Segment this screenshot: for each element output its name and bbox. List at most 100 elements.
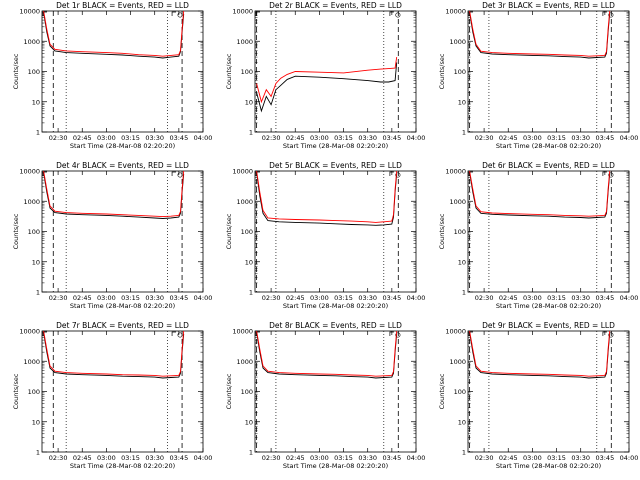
x-tick-label: 02:45 <box>73 294 92 302</box>
y-tick-label: 1 <box>249 449 253 457</box>
x-tick-label: 02:30 <box>262 294 281 302</box>
corner-bracket <box>468 331 473 336</box>
y-tick-label: 10000 <box>19 8 40 16</box>
plot-title: Det 6r BLACK = Events, RED = LLD <box>482 161 615 170</box>
x-tick-label: 04:00 <box>407 134 426 142</box>
y-tick-label: 100 <box>241 228 253 236</box>
series-line-lld <box>256 330 398 377</box>
y-tick-label: 10000 <box>232 328 253 336</box>
marker-s-symbol <box>395 172 401 178</box>
x-tick-label: 03:15 <box>334 454 353 462</box>
marker-s-symbol <box>177 332 183 338</box>
x-tick-label: 03:15 <box>121 294 140 302</box>
corner-bracket <box>602 171 607 176</box>
series-line-lld <box>43 330 185 377</box>
series-line-events <box>469 172 611 219</box>
x-tick-label: 03:45 <box>595 454 614 462</box>
corner-bracket <box>468 171 473 176</box>
y-tick-label: 10000 <box>19 328 40 336</box>
x-tick-label: 03:00 <box>97 134 116 142</box>
y-tick-label: 1 <box>36 449 40 457</box>
y-axis-label: Counts/sec <box>12 53 20 89</box>
corner-bracket <box>255 331 260 336</box>
corner-bracket <box>389 171 394 176</box>
series-line-lld <box>469 170 611 217</box>
marker-s-symbol <box>395 12 401 18</box>
plot-title: Det 9r BLACK = Events, RED = LLD <box>482 321 615 330</box>
y-tick-label: 10000 <box>445 8 466 16</box>
y-tick-label: 1 <box>462 289 466 297</box>
series-line-lld <box>43 170 185 218</box>
x-tick-label: 02:45 <box>286 294 305 302</box>
plot-title: Det 4r BLACK = Events, RED = LLD <box>56 161 189 170</box>
x-tick-label: 03:30 <box>358 134 377 142</box>
y-tick-label: 10 <box>245 98 253 106</box>
x-tick-label: 02:30 <box>475 294 494 302</box>
x-tick-label: 03:30 <box>358 294 377 302</box>
y-axis-label: Counts/sec <box>438 373 446 409</box>
x-tick-label: 04:00 <box>620 294 639 302</box>
series-line-events <box>256 62 398 113</box>
x-tick-label: 03:30 <box>145 294 164 302</box>
x-axis-label: Start Time (28-Mar-08 02:20:20) <box>496 462 601 470</box>
plot-title: Det 5r BLACK = Events, RED = LLD <box>269 161 402 170</box>
detector-plot-7: Det 7r BLACK = Events, RED = LLD 02:30 02:… <box>12 321 213 470</box>
y-tick-label: 1000 <box>23 198 40 206</box>
plot-frame <box>467 330 630 453</box>
detector-plot-1: Det 1r BLACK = Events, RED = LLD 02:30 02:… <box>12 1 212 150</box>
x-axis-label: Start Time (28-Mar-08 02:20:20) <box>70 302 175 310</box>
x-tick-label: 03:15 <box>547 134 566 142</box>
plot-title: Det 3r BLACK = Events, RED = LLD <box>482 1 615 10</box>
series-line-events <box>469 12 611 59</box>
detector-plot-8: Det 8r BLACK = Events, RED = LLD 02:30 02:… <box>225 321 425 470</box>
y-tick-label: 10 <box>458 98 466 106</box>
series-line-events <box>256 172 398 226</box>
x-tick-label: 04:00 <box>194 454 213 462</box>
marker-s-symbol <box>177 12 183 18</box>
x-axis-label: Start Time (28-Mar-08 02:20:20) <box>283 302 388 310</box>
y-axis-label: Counts/sec <box>438 213 446 249</box>
y-tick-label: 10 <box>32 98 40 106</box>
x-tick-label: 03:00 <box>310 294 329 302</box>
x-tick-label: 03:15 <box>121 134 140 142</box>
corner-bracket <box>42 331 47 336</box>
x-tick-label: 03:00 <box>310 134 329 142</box>
y-tick-label: 1 <box>249 129 253 137</box>
x-tick-label: 03:00 <box>523 134 542 142</box>
x-tick-label: 03:45 <box>169 454 188 462</box>
corner-bracket <box>171 331 177 336</box>
corner-bracket <box>42 171 47 176</box>
marker-s-symbol <box>177 172 183 178</box>
series-line-events <box>43 332 185 379</box>
plot-title: Det 8r BLACK = Events, RED = LLD <box>269 321 402 330</box>
y-tick-label: 10 <box>458 418 466 426</box>
x-axis-label: Start Time (28-Mar-08 02:20:20) <box>283 142 388 150</box>
y-tick-label: 1 <box>36 129 40 137</box>
plot-title: Det 2r BLACK = Events, RED = LLD <box>269 1 402 10</box>
x-tick-label: 03:45 <box>595 134 614 142</box>
x-tick-label: 03:15 <box>121 454 140 462</box>
y-axis-label: Counts/sec <box>225 373 233 409</box>
x-tick-label: 03:00 <box>97 294 116 302</box>
marker-s-symbol <box>608 12 614 18</box>
series-line-events <box>469 332 611 379</box>
series-line-events <box>43 172 185 219</box>
series-line-lld <box>256 57 398 104</box>
detector-plot-3: Det 3r BLACK = Events, RED = LLD 02:30 02:… <box>438 1 638 150</box>
x-axis-label: Start Time (28-Mar-08 02:20:20) <box>70 462 175 470</box>
marker-s-symbol <box>608 332 614 338</box>
y-tick-label: 1 <box>249 289 253 297</box>
corner-bracket <box>602 331 607 336</box>
x-tick-label: 03:45 <box>169 294 188 302</box>
y-tick-label: 10 <box>245 418 253 426</box>
plot-frame <box>467 10 630 133</box>
x-tick-label: 03:30 <box>571 294 590 302</box>
detector-plot-5: Det 5r BLACK = Events, RED = LLD 02:30 02:… <box>225 161 425 310</box>
y-tick-label: 10 <box>32 258 40 266</box>
detector-plot-2: Det 2r BLACK = Events, RED = LLD 02:30 02:… <box>225 1 426 150</box>
y-tick-label: 1 <box>462 129 466 137</box>
x-tick-label: 02:45 <box>286 134 305 142</box>
y-tick-label: 10000 <box>445 168 466 176</box>
x-tick-label: 03:00 <box>523 294 542 302</box>
